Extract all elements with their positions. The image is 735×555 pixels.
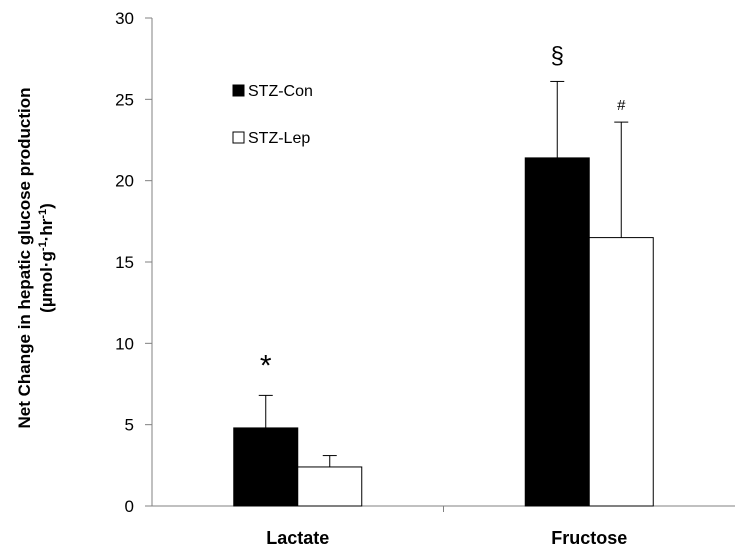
y-axis-title-sup1: -1 (37, 241, 49, 251)
y-tick-label: 10 (115, 334, 134, 353)
y-axis-title: Net Change in hepatic glucose production (15, 88, 34, 429)
x-category-label: Lactate (266, 528, 329, 548)
y-tick-label: 25 (115, 90, 134, 109)
y-axis-title-sup2: -1 (37, 209, 49, 219)
legend: STZ-Con STZ-Lep (232, 83, 313, 147)
annotations: * § # (260, 42, 626, 382)
y-tick-label: 20 (115, 172, 134, 191)
bar-stz-con-fructose (524, 157, 590, 507)
y-axis-title-units: (µmol·g-1·hr-1) (37, 203, 56, 313)
bars (233, 157, 654, 507)
legend-label: STZ-Lep (248, 130, 310, 147)
category-labels: Lactate Fructose (266, 528, 627, 548)
y-tick-label: 5 (125, 416, 134, 435)
y-tick-label: 15 (115, 253, 134, 272)
bar-stz-con-lactate (233, 427, 299, 507)
legend-swatch (232, 131, 245, 144)
bar-stz-lep-fructose (588, 237, 654, 507)
y-axis-title-line1: Net Change in hepatic glucose production (15, 88, 34, 429)
y-tick-label: 30 (115, 9, 134, 28)
error-bars (258, 80, 629, 467)
y-tick-label: 0 (125, 497, 134, 516)
x-category-label: Fructose (551, 528, 627, 548)
legend-swatch (232, 84, 245, 97)
significance-marker: # (617, 97, 626, 114)
legend-label: STZ-Con (248, 83, 313, 100)
significance-marker: * (260, 349, 272, 382)
significance-marker: § (551, 42, 564, 69)
bar-stz-lep-lactate (297, 466, 363, 507)
